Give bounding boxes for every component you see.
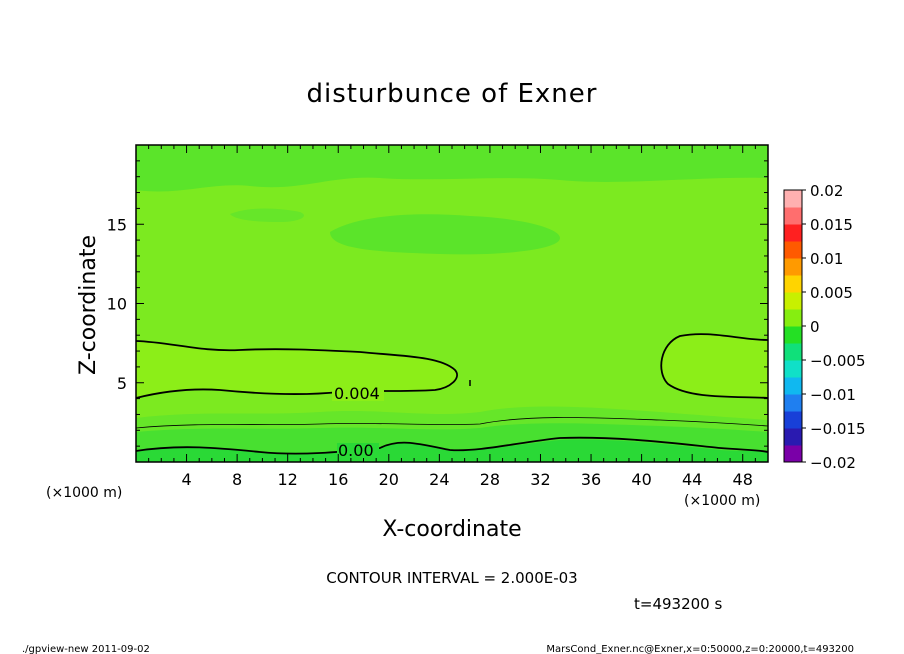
colorbar-label: 0.005 (810, 284, 853, 302)
colorbar-label: −0.015 (810, 420, 866, 438)
colorbar-label: 0.02 (810, 182, 843, 200)
x-tick-label: 28 (480, 470, 500, 489)
colorbar (783, 189, 803, 463)
contour-line-0.004-left (135, 340, 458, 399)
colorbar-label: −0.005 (810, 352, 866, 370)
colorbar-label: 0 (810, 318, 820, 336)
colorbar-swatch (784, 394, 802, 412)
colorbar-swatch (784, 360, 802, 378)
x-tick-label: 4 (181, 470, 191, 489)
contour-label-bg-1 (332, 385, 384, 401)
time-label: t=493200 s (634, 595, 722, 613)
x-tick-label: 36 (581, 470, 601, 489)
colorbar-swatch (784, 258, 802, 276)
right-blob (661, 334, 768, 398)
colorbar-swatch (784, 292, 802, 310)
colorbar-swatch (784, 377, 802, 395)
small-blob (230, 208, 304, 222)
x-tick-label: 48 (733, 470, 753, 489)
contour-label-0.00: 0.00 (338, 441, 374, 460)
contour-line-thin (135, 417, 769, 429)
x-tick-label: 8 (232, 470, 242, 489)
x-tick-label: 44 (682, 470, 702, 489)
upper-band (136, 145, 768, 192)
x-tick-label: 20 (379, 470, 399, 489)
chart-title: disturbunce of Exner (307, 79, 598, 109)
mid-blob (330, 214, 560, 255)
colorbar-label: −0.02 (810, 454, 856, 472)
y-axis-ticks: 5 10 15 (107, 160, 768, 447)
left-blob (136, 341, 458, 398)
colorbar-label: 0.01 (810, 250, 843, 268)
x-tick-label: 16 (328, 470, 348, 489)
colorbar-swatch (784, 428, 802, 446)
colorbar-swatch (784, 207, 802, 225)
contour-label-bg-2 (337, 443, 379, 459)
x-tick-label: 12 (278, 470, 298, 489)
contour-line-0.00 (135, 436, 769, 455)
x-unit-left: (×1000 m) (46, 485, 122, 501)
colorbar-swatch (784, 411, 802, 429)
x-axis-ticks: 4 8 12 16 20 24 28 32 36 40 44 48 (148, 145, 756, 489)
colorbar-swatch (784, 445, 802, 463)
colorbar-label: −0.01 (810, 386, 856, 404)
x-axis-label: X-coordinate (382, 517, 521, 542)
x-unit-right: (×1000 m) (684, 493, 760, 509)
y-axis-label: Z-coordinate (76, 235, 101, 375)
colorbar-swatch (784, 343, 802, 361)
footer-left: ./gpview-new 2011-09-02 (22, 644, 150, 654)
colorbar-labels: 0.02 0.015 0.01 0.005 0 −0.005 −0.01 −0.015 −0.0… (802, 182, 866, 472)
x-tick-label: 24 (429, 470, 449, 489)
x-tick-label: 32 (530, 470, 550, 489)
colorbar-swatch (784, 326, 802, 344)
background-field (136, 145, 768, 462)
x-tick-label: 40 (631, 470, 651, 489)
plot-area: 0.004 0.00 (135, 144, 769, 463)
footer-right: MarsCond_Exner.nc@Exner,x=0:50000,z=0:20… (546, 644, 854, 654)
y-tick-label: 10 (107, 295, 127, 314)
contour-label-0.004: 0.004 (334, 384, 380, 403)
colorbar-swatch (784, 190, 802, 208)
colorbar-swatch (784, 241, 802, 259)
colorbar-swatch (784, 309, 802, 327)
y-tick-label: 15 (107, 215, 127, 234)
y-tick-label: 5 (117, 374, 127, 393)
contour-line-0.004-right (660, 333, 769, 399)
colorbar-swatch (784, 275, 802, 293)
contour-interval: CONTOUR INTERVAL = 2.000E-03 (326, 569, 577, 587)
colorbar-swatch (784, 224, 802, 242)
colorbar-label: 0.015 (810, 216, 853, 234)
